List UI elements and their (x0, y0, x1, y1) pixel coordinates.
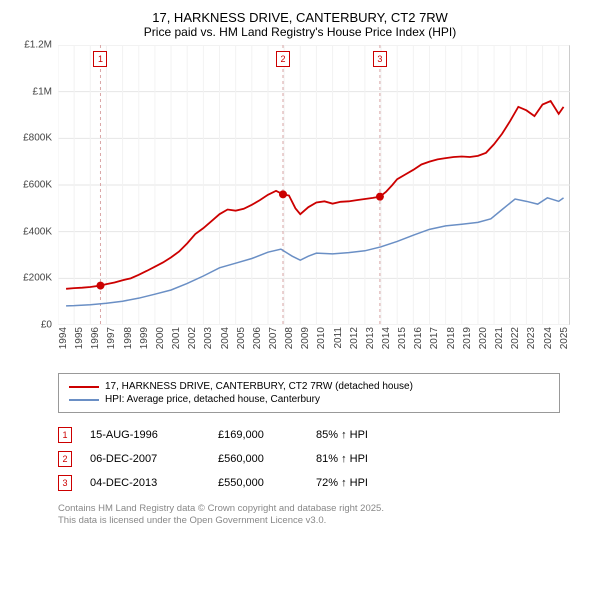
y-tick-label: £1M (33, 86, 52, 97)
x-tick-label: 2002 (187, 327, 198, 349)
x-tick-label: 2007 (268, 327, 279, 349)
sale-price: £560,000 (218, 453, 298, 465)
sale-price: £169,000 (218, 429, 298, 441)
sale-row: 2 06-DEC-2007 £560,000 81% ↑ HPI (58, 447, 560, 471)
sale-marker-3: 3 (373, 51, 387, 67)
sale-marker-icon: 2 (58, 451, 72, 467)
title-line1: 17, HARKNESS DRIVE, CANTERBURY, CT2 7RW (10, 10, 590, 25)
legend: 17, HARKNESS DRIVE, CANTERBURY, CT2 7RW … (58, 373, 560, 413)
x-tick-label: 2025 (559, 327, 570, 349)
x-tick-label: 1998 (123, 327, 134, 349)
y-tick-label: £0 (41, 320, 52, 331)
x-tick-label: 2008 (284, 327, 295, 349)
title-line2: Price paid vs. HM Land Registry's House … (10, 25, 590, 39)
legend-swatch (69, 399, 99, 401)
sale-marker-1: 1 (93, 51, 107, 67)
sale-row: 3 04-DEC-2013 £550,000 72% ↑ HPI (58, 471, 560, 495)
x-tick-label: 1999 (139, 327, 150, 349)
sale-marker-2: 2 (276, 51, 290, 67)
x-tick-label: 1995 (74, 327, 85, 349)
x-tick-label: 2009 (300, 327, 311, 349)
x-tick-label: 2000 (155, 327, 166, 349)
sale-hpi: 81% ↑ HPI (316, 453, 406, 465)
footnote-line2: This data is licensed under the Open Gov… (58, 515, 560, 527)
x-tick-label: 1996 (90, 327, 101, 349)
x-tick-label: 2001 (171, 327, 182, 349)
x-tick-label: 2017 (429, 327, 440, 349)
plot-area: 1 2 3 (58, 45, 570, 325)
x-tick-label: 2024 (543, 327, 554, 349)
x-tick-label: 2023 (526, 327, 537, 349)
x-tick-label: 2020 (478, 327, 489, 349)
y-tick-label: £800K (23, 133, 52, 144)
x-tick-label: 1994 (58, 327, 69, 349)
x-tick-label: 2010 (316, 327, 327, 349)
x-tick-label: 2022 (510, 327, 521, 349)
x-tick-label: 2011 (333, 327, 344, 349)
y-tick-label: £600K (23, 180, 52, 191)
sale-row: 1 15-AUG-1996 £169,000 85% ↑ HPI (58, 423, 560, 447)
x-axis-labels: 1994 1995 1996 1997 1998 1999 2000 2001 2002 2003… (58, 325, 570, 365)
legend-label: 17, HARKNESS DRIVE, CANTERBURY, CT2 7RW … (105, 381, 413, 392)
sale-date: 15-AUG-1996 (90, 429, 200, 441)
footnote: Contains HM Land Registry data © Crown c… (58, 503, 560, 528)
x-tick-label: 2003 (203, 327, 214, 349)
x-tick-label: 2006 (252, 327, 263, 349)
chart: £0£200K£400K£600K£800K£1M£1.2M 199419951… (10, 45, 570, 365)
footnote-line1: Contains HM Land Registry data © Crown c… (58, 503, 560, 515)
x-tick-label: 2004 (220, 327, 231, 349)
x-tick-label: 2016 (413, 327, 424, 349)
y-tick-label: £1.2M (24, 40, 52, 51)
x-tick-label: 2012 (349, 327, 360, 349)
y-axis-labels: £0£200K£400K£600K£800K£1M£1.2M (10, 45, 54, 325)
sale-marker-icon: 1 (58, 427, 72, 443)
x-tick-label: 2014 (381, 327, 392, 349)
sale-date: 06-DEC-2007 (90, 453, 200, 465)
x-tick-label: 2013 (365, 327, 376, 349)
x-tick-label: 2018 (446, 327, 457, 349)
sale-hpi: 72% ↑ HPI (316, 477, 406, 489)
legend-row: 17, HARKNESS DRIVE, CANTERBURY, CT2 7RW … (69, 380, 549, 393)
chart-title: 17, HARKNESS DRIVE, CANTERBURY, CT2 7RW … (10, 10, 590, 39)
x-tick-label: 2019 (462, 327, 473, 349)
x-tick-label: 2005 (236, 327, 247, 349)
chart-svg (58, 45, 570, 325)
sale-marker-icon: 3 (58, 475, 72, 491)
legend-swatch (69, 386, 99, 388)
x-tick-label: 2021 (494, 327, 505, 349)
legend-row: HPI: Average price, detached house, Cant… (69, 393, 549, 406)
sale-hpi: 85% ↑ HPI (316, 429, 406, 441)
y-tick-label: £400K (23, 226, 52, 237)
x-tick-label: 2015 (397, 327, 408, 349)
sale-date: 04-DEC-2013 (90, 477, 200, 489)
sale-price: £550,000 (218, 477, 298, 489)
y-tick-label: £200K (23, 273, 52, 284)
legend-label: HPI: Average price, detached house, Cant… (105, 394, 320, 405)
x-tick-label: 1997 (106, 327, 117, 349)
sales-table: 1 15-AUG-1996 £169,000 85% ↑ HPI 2 06-DEC-200… (58, 423, 560, 495)
